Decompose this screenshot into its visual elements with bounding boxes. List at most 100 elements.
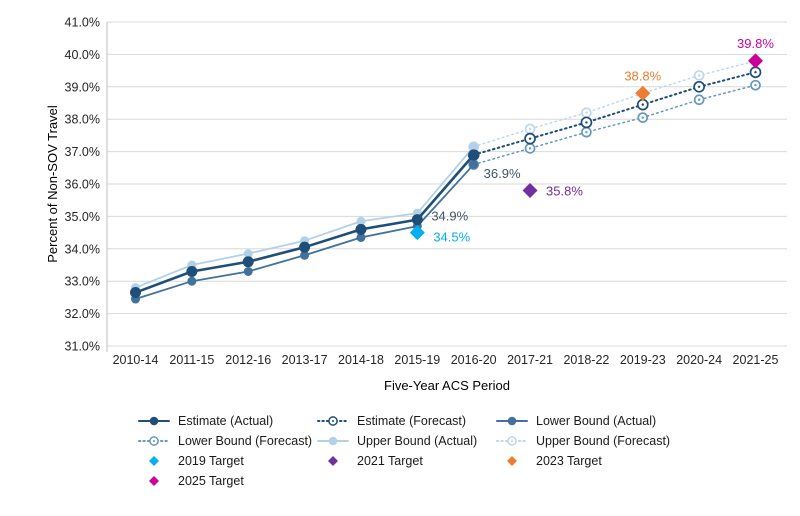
target-diamond-icon (149, 456, 159, 466)
legend-label: Estimate (Forecast) (357, 414, 467, 428)
x-tick-label: 2012-16 (225, 353, 271, 367)
series-line-4 (134, 145, 475, 289)
target-diamond-icon (149, 476, 159, 486)
series-marker (300, 250, 310, 260)
y-tick-label: 33.0% (65, 275, 100, 289)
x-tick-label: 2016-20 (451, 353, 497, 367)
series-marker (243, 266, 253, 276)
legend-label: 2023 Target (536, 454, 602, 468)
series-line-1 (472, 71, 757, 156)
target-diamond-2025 (747, 53, 763, 69)
x-tick-label: 2019-23 (620, 353, 666, 367)
series-marker-dot (585, 111, 588, 114)
x-tick-label: 2020-24 (676, 353, 722, 367)
legend-label: 2019 Target (178, 454, 244, 468)
legend-label: 2021 Target (357, 454, 423, 468)
legend-marker (149, 416, 159, 426)
series-marker-dot (641, 103, 644, 106)
series-marker (242, 256, 254, 268)
legend-item: 2019 Target (138, 451, 317, 471)
x-tick-label: 2021-25 (733, 353, 779, 367)
legend-label: Lower Bound (Actual) (536, 414, 657, 428)
series-marker-dot (697, 74, 701, 77)
y-tick-label: 37.0% (65, 145, 100, 159)
legend-label: 2025 Target (178, 474, 244, 488)
y-tick-label: 39.0% (65, 80, 100, 94)
y-axis-title: Percent of Non-SOV Travel (45, 105, 60, 263)
series-marker (356, 232, 366, 242)
series-marker-dot (641, 116, 644, 119)
x-tick-label: 2015-19 (394, 353, 440, 367)
y-tick-label: 40.0% (65, 48, 100, 62)
series-marker-icon (317, 436, 349, 446)
series-line-0 (134, 153, 475, 294)
y-tick-label: 32.0% (65, 307, 100, 321)
legend-label: Lower Bound (Forecast) (178, 434, 313, 448)
legend-marker-dot (511, 440, 513, 442)
series-marker (186, 265, 198, 277)
series-marker-icon (496, 436, 528, 446)
target-diamond-icon (507, 456, 517, 466)
y-tick-label: 31.0% (65, 340, 100, 354)
data-label: 34.5% (433, 230, 470, 245)
x-tick-label: 2013-17 (282, 353, 328, 367)
series-marker (356, 216, 366, 226)
series-marker (411, 214, 423, 226)
series-marker-icon (496, 416, 528, 426)
legend-label: Estimate (Actual) (178, 414, 274, 428)
legend-item: Lower Bound (Actual) (496, 411, 675, 431)
series-marker-dot (528, 147, 532, 150)
y-tick-label: 36.0% (65, 178, 100, 192)
series-marker-dot (697, 98, 701, 101)
y-tick-label: 41.0% (65, 16, 100, 30)
series-marker-dot (528, 127, 532, 131)
series-marker-icon (138, 436, 170, 446)
x-axis-title: Five-Year ACS Period (384, 378, 510, 393)
data-label: 36.9% (484, 166, 521, 181)
x-tick-label: 2017-21 (507, 353, 553, 367)
legend-item: 2021 Target (317, 451, 496, 471)
target-diamond-icon (328, 456, 338, 466)
legend-diamond (328, 456, 338, 466)
legend-item: Upper Bound (Actual) (317, 431, 496, 451)
series-marker-icon (138, 416, 170, 426)
x-tick-label: 2014-18 (338, 353, 384, 367)
legend-label: Upper Bound (Actual) (357, 434, 478, 448)
series-marker-dot (697, 85, 701, 89)
legend-diamond (149, 476, 159, 486)
series-marker-dot (754, 71, 757, 74)
legend-marker (328, 436, 338, 446)
series-line-5 (472, 60, 757, 148)
x-tick-label: 2010-14 (113, 353, 159, 367)
series-marker (468, 149, 480, 161)
series-marker (299, 241, 311, 253)
legend-diamond (149, 456, 159, 466)
target-diamond-2019 (409, 225, 425, 241)
data-label: 35.8% (546, 183, 583, 198)
series-marker (469, 142, 479, 152)
series-marker (130, 287, 141, 299)
target-diamond-2023 (635, 85, 651, 101)
legend-marker-dot (332, 420, 334, 422)
y-tick-label: 38.0% (65, 113, 100, 127)
series-marker (355, 223, 367, 235)
legend-item: 2025 Target (138, 471, 317, 491)
y-tick-label: 35.0% (65, 210, 100, 224)
legend-item: Lower Bound (Forecast) (138, 431, 317, 451)
series-marker-dot (585, 130, 588, 134)
series-marker-dot (585, 121, 588, 124)
legend-marker (507, 416, 517, 426)
legend-item: 2023 Target (496, 451, 675, 471)
series-marker-dot (754, 83, 757, 87)
y-tick-label: 34.0% (65, 242, 100, 256)
target-diamond-2021 (522, 182, 538, 198)
series-marker (469, 160, 479, 170)
series-marker-dot (528, 137, 532, 140)
data-label: 39.8% (737, 36, 774, 51)
series-line-3 (472, 84, 757, 166)
x-tick-label: 2011-15 (169, 353, 214, 367)
series-marker (187, 276, 197, 286)
legend-label: Upper Bound (Forecast) (536, 434, 671, 448)
